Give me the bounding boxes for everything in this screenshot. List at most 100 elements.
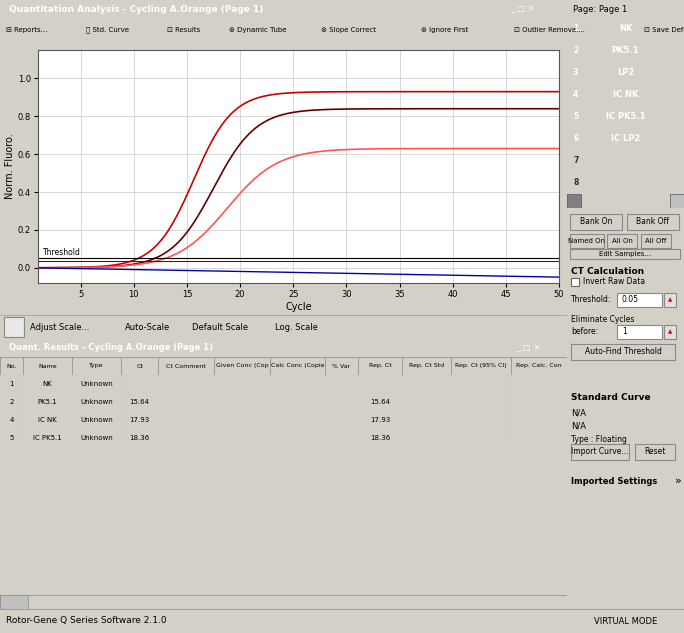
Text: 1: 1 <box>9 381 14 387</box>
Bar <box>627 214 679 230</box>
Text: before:: before: <box>571 327 598 337</box>
Text: 2: 2 <box>573 46 578 55</box>
Text: Rep. Calc. Con: Rep. Calc. Con <box>516 363 562 368</box>
Text: IC LP2: IC LP2 <box>611 134 640 143</box>
Text: Invert Raw Data: Invert Raw Data <box>583 277 645 287</box>
Text: ⊡ Outlier Removal...: ⊡ Outlier Removal... <box>514 27 585 33</box>
Text: 4: 4 <box>10 417 14 423</box>
Text: NK: NK <box>42 381 52 387</box>
Bar <box>617 325 662 339</box>
Text: 2: 2 <box>10 399 14 405</box>
Text: _ □ ×: _ □ × <box>516 344 540 353</box>
Text: Adjust Scale...: Adjust Scale... <box>30 322 90 332</box>
Text: N/A: N/A <box>571 422 586 430</box>
Text: N/A: N/A <box>571 408 586 418</box>
Text: Auto-Find Threshold: Auto-Find Threshold <box>585 348 661 356</box>
Text: 17.93: 17.93 <box>370 417 390 423</box>
Text: ⊡ Save Defaults: ⊡ Save Defaults <box>644 27 684 33</box>
Text: Calc Conc (Copie: Calc Conc (Copie <box>271 363 324 368</box>
Bar <box>570 249 680 259</box>
Text: PK5.1: PK5.1 <box>611 46 640 55</box>
Text: Quantitation Analysis - Cycling A.Orange (Page 1): Quantitation Analysis - Cycling A.Orange… <box>8 4 263 13</box>
Text: No.: No. <box>6 363 16 368</box>
Bar <box>571 444 629 460</box>
Text: 7: 7 <box>573 156 579 165</box>
Text: LP2: LP2 <box>617 68 634 77</box>
Text: ⟍ Std. Curve: ⟍ Std. Curve <box>86 27 129 34</box>
Text: Auto-Scale: Auto-Scale <box>124 322 170 332</box>
Text: 18.36: 18.36 <box>129 435 150 441</box>
Text: Bank On: Bank On <box>580 218 612 227</box>
Text: Page: Page 1: Page: Page 1 <box>573 4 627 13</box>
Bar <box>635 444 675 460</box>
Text: Unknown: Unknown <box>80 435 113 441</box>
Text: % Var: % Var <box>332 363 351 368</box>
Text: IC PK5.1: IC PK5.1 <box>33 435 62 441</box>
Text: Type: Type <box>89 363 104 368</box>
Text: Ct Comment: Ct Comment <box>166 363 206 368</box>
Text: Rotor-Gene Q Series Software 2.1.0: Rotor-Gene Q Series Software 2.1.0 <box>5 617 166 625</box>
Text: 15.64: 15.64 <box>370 399 390 405</box>
Text: ⊛ Dynamic Tube: ⊛ Dynamic Tube <box>228 27 286 33</box>
Text: ▲: ▲ <box>668 298 672 303</box>
Text: 15.64: 15.64 <box>130 399 150 405</box>
Bar <box>664 293 676 307</box>
Text: Given Conc (Cop: Given Conc (Cop <box>215 363 268 368</box>
Text: ⊛ Ignore First: ⊛ Ignore First <box>421 27 468 33</box>
Text: 17.93: 17.93 <box>129 417 150 423</box>
Text: 4: 4 <box>573 90 578 99</box>
Text: Threshold: Threshold <box>43 248 81 256</box>
Text: IC PK5.1: IC PK5.1 <box>606 112 645 121</box>
Text: ⊡ Results: ⊡ Results <box>167 27 200 33</box>
Text: »: » <box>674 476 681 486</box>
Bar <box>664 325 676 339</box>
Bar <box>571 344 675 360</box>
Text: VIRTUAL MODE: VIRTUAL MODE <box>594 617 657 625</box>
Text: 3: 3 <box>573 68 578 77</box>
Bar <box>670 194 684 208</box>
Text: All Off: All Off <box>645 238 667 244</box>
Y-axis label: Norm. Fluoro.: Norm. Fluoro. <box>5 134 15 199</box>
Bar <box>0 595 28 609</box>
Text: ⊛ Slope Correct: ⊛ Slope Correct <box>321 27 376 33</box>
Text: 8: 8 <box>573 178 579 187</box>
X-axis label: Cycle: Cycle <box>285 302 312 311</box>
Bar <box>571 278 579 286</box>
Text: Eliminate Cycles: Eliminate Cycles <box>571 315 634 325</box>
Text: Unknown: Unknown <box>80 417 113 423</box>
Text: Unknown: Unknown <box>80 381 113 387</box>
Text: NK: NK <box>619 24 632 33</box>
Text: IC NK: IC NK <box>38 417 57 423</box>
Text: Unknown: Unknown <box>80 399 113 405</box>
Bar <box>570 234 604 248</box>
Text: Edit Samples...: Edit Samples... <box>599 251 651 257</box>
Text: ⊟ Reports...: ⊟ Reports... <box>5 27 47 33</box>
Bar <box>567 194 581 208</box>
Text: 1: 1 <box>622 327 627 337</box>
Text: IC NK: IC NK <box>613 90 638 99</box>
Text: Rep. Ct (95% CI): Rep. Ct (95% CI) <box>456 363 507 368</box>
Text: All On: All On <box>611 238 633 244</box>
Bar <box>617 293 662 307</box>
Text: Bank Off: Bank Off <box>637 218 670 227</box>
Text: Imported Settings: Imported Settings <box>571 477 657 486</box>
Text: Named On: Named On <box>568 238 605 244</box>
Text: Default Scale: Default Scale <box>192 322 248 332</box>
Bar <box>570 214 622 230</box>
Text: Type : Floating: Type : Floating <box>571 434 627 444</box>
Text: Threshold:: Threshold: <box>571 296 611 304</box>
Text: PK5.1: PK5.1 <box>38 399 57 405</box>
Text: _ □ ×: _ □ × <box>510 4 535 13</box>
Bar <box>641 234 671 248</box>
Text: Standard Curve: Standard Curve <box>571 393 650 402</box>
Text: 0.05: 0.05 <box>622 296 639 304</box>
Text: Rep. Ct: Rep. Ct <box>369 363 391 368</box>
Text: 6: 6 <box>573 134 578 143</box>
Text: 1: 1 <box>573 24 578 33</box>
Text: Ct: Ct <box>136 363 143 368</box>
Text: Log. Scale: Log. Scale <box>275 322 318 332</box>
Text: ▲: ▲ <box>668 330 672 334</box>
Text: Rep. Ct Std: Rep. Ct Std <box>409 363 444 368</box>
Text: Quant. Results - Cycling A.Orange (Page 1): Quant. Results - Cycling A.Orange (Page … <box>8 344 213 353</box>
Text: 5: 5 <box>10 435 14 441</box>
